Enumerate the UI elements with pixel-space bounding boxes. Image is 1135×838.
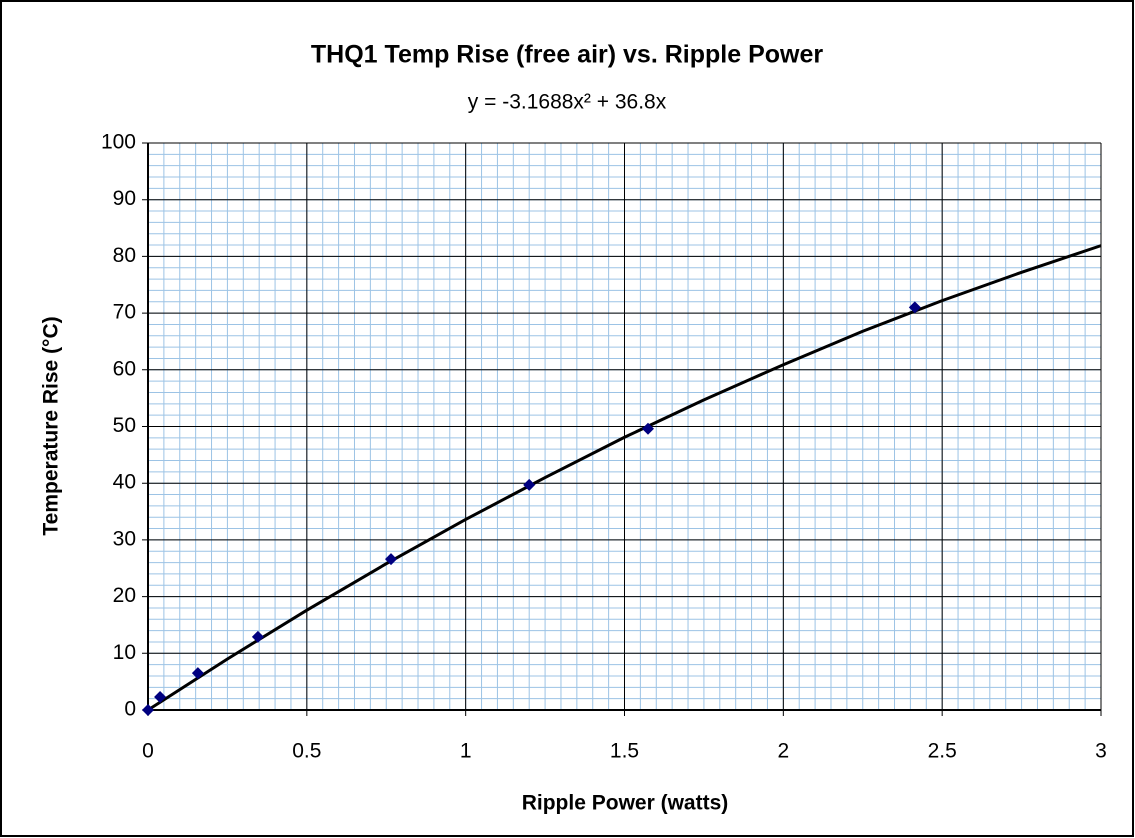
y-tick-label: 100	[101, 131, 136, 154]
x-axis-label: Ripple Power (watts)	[522, 792, 729, 815]
x-tick-label: 2.5	[928, 740, 957, 763]
x-tick-label: 2	[777, 740, 789, 763]
y-tick-label: 0	[124, 698, 136, 721]
y-tick-label: 60	[113, 357, 136, 380]
chart-subtitle: y = -3.1688x² + 36.8x	[468, 91, 667, 114]
data-point	[154, 690, 167, 703]
y-tick-label: 70	[113, 301, 136, 324]
data-point	[642, 422, 655, 435]
data-point	[191, 667, 204, 680]
chart-title: THQ1 Temp Rise (free air) vs. Ripple Pow…	[311, 41, 823, 69]
data-point	[908, 301, 921, 314]
y-axis-label: Temperature Rise (°C)	[40, 316, 63, 535]
y-tick-label: 80	[113, 244, 136, 267]
y-tick-label: 20	[113, 584, 136, 607]
x-tick-label: 0.5	[292, 740, 321, 763]
data-point	[251, 630, 264, 643]
data-point	[385, 553, 398, 566]
y-tick-label: 40	[113, 471, 136, 494]
data-point	[523, 478, 536, 491]
y-tick-label: 50	[113, 414, 136, 437]
x-tick-label: 1.5	[610, 740, 639, 763]
x-tick-label: 0	[142, 740, 154, 763]
data-point	[142, 704, 154, 716]
x-tick-label: 1	[460, 740, 472, 763]
y-tick-label: 10	[113, 641, 136, 664]
y-tick-label: 30	[113, 527, 136, 550]
x-tick-label: 3	[1095, 740, 1107, 763]
trendline	[147, 244, 1102, 712]
y-tick-label: 90	[113, 187, 136, 210]
